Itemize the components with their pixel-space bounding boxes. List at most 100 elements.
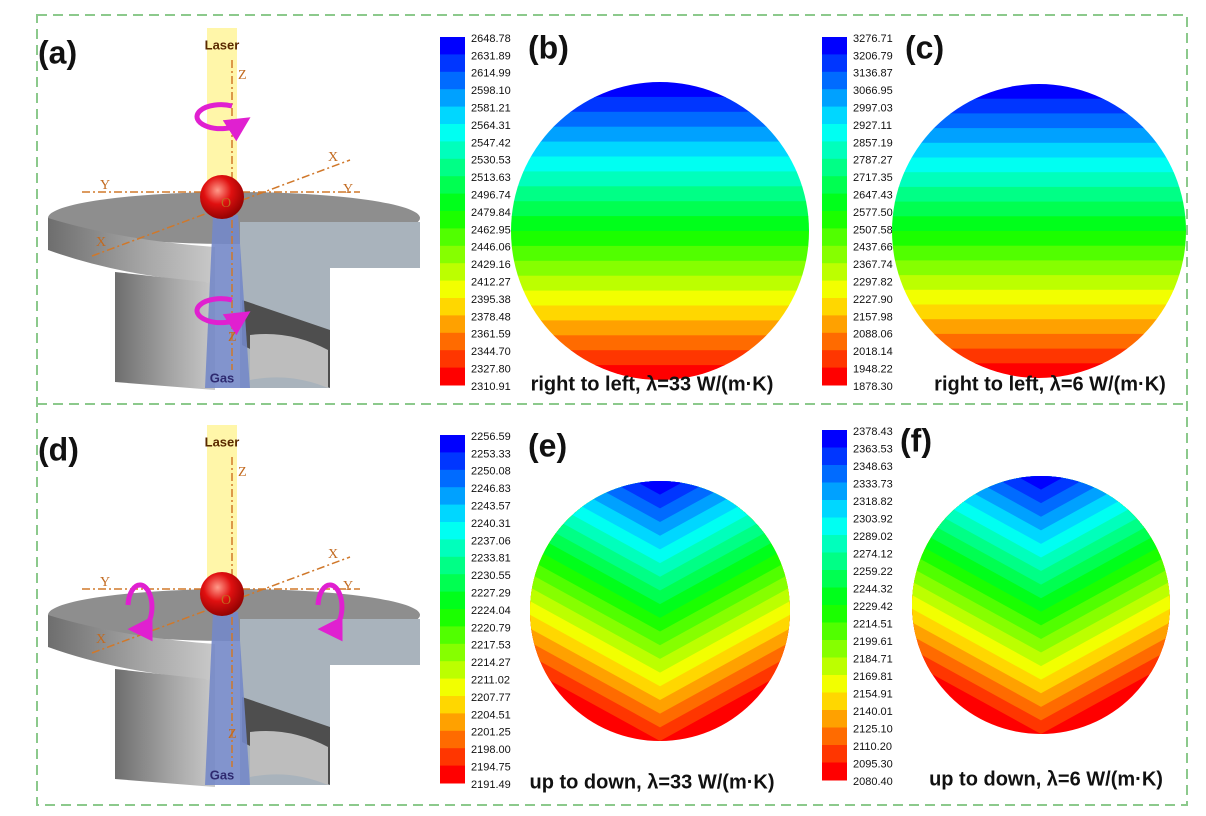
colorbar-band <box>822 535 847 553</box>
colorbar-band <box>822 54 847 73</box>
axis-x <box>91 556 351 654</box>
colorbar-band <box>440 350 465 369</box>
colorbar-label: 2289.02 <box>853 531 893 543</box>
colorbar-band <box>822 298 847 316</box>
colorbar-label: 2227.29 <box>471 588 511 600</box>
colorbar-band <box>822 657 847 676</box>
contour-band <box>892 304 1186 320</box>
panel-label: (d) <box>38 431 79 467</box>
contour-band <box>892 319 1186 335</box>
contour-band <box>511 111 809 128</box>
colorbar-label: 2198.00 <box>471 744 511 756</box>
colorbar-label: 2246.83 <box>471 483 511 495</box>
axis-label: Z <box>238 465 247 480</box>
colorbar-label: 2647.43 <box>853 190 893 202</box>
colorbar-band <box>440 609 465 627</box>
contour-band <box>892 84 1186 100</box>
contour-band <box>511 82 809 98</box>
colorbar-band <box>822 552 847 571</box>
caption: up to down, λ=33 W/(m·K) <box>530 771 775 793</box>
colorbar-band <box>822 71 847 90</box>
colorbar-label: 2530.53 <box>471 155 511 167</box>
model: (a) Laser Gas Z Z X X Y Y O <box>38 28 420 390</box>
colorbar-band <box>822 692 847 711</box>
contour-field <box>892 84 1186 378</box>
colorbar-band <box>822 640 847 658</box>
colorbar-band <box>822 158 847 177</box>
colorbar-band <box>822 482 847 501</box>
colorbar-band <box>440 730 465 749</box>
colorbar-band <box>440 522 465 540</box>
colorbar-label: 2217.53 <box>471 640 511 652</box>
caption: right to left, λ=33 W/(m·K) <box>531 373 774 395</box>
colorbar-band <box>822 465 847 483</box>
colorbar-label: 2157.98 <box>853 311 893 323</box>
colorbar-label: 2204.51 <box>471 709 511 721</box>
colorbar-band <box>440 713 465 732</box>
colorbar-label: 2367.74 <box>853 259 893 271</box>
colorbar-label: 2214.27 <box>471 657 511 669</box>
colorbar-band <box>822 762 847 781</box>
colorbar-band <box>822 89 847 108</box>
colorbar-label: 2507.58 <box>853 224 893 236</box>
colorbar-band <box>822 280 847 299</box>
axis-label: X <box>328 547 338 562</box>
colorbar-label: 3206.79 <box>853 50 893 62</box>
colorbar-band <box>822 710 847 728</box>
colorbar-band <box>440 315 465 334</box>
contour-band <box>511 231 809 247</box>
contour-band <box>511 245 809 262</box>
colorbar-band <box>440 106 465 125</box>
axis-label: Y <box>100 178 110 193</box>
rotation-arrow <box>194 102 251 142</box>
colorbar-band <box>822 124 847 142</box>
colorbar-label: 2253.33 <box>471 448 511 460</box>
rotation-arrow <box>125 582 155 642</box>
colorbar-label: 2243.57 <box>471 501 511 513</box>
axis-label: O <box>221 593 231 608</box>
colorbar-label: 2184.71 <box>853 653 893 665</box>
caption: right to left, λ=6 W/(m·K) <box>934 373 1166 395</box>
colorbar-label: 2564.31 <box>471 120 511 132</box>
colorbar-band <box>822 570 847 588</box>
colorbar-band <box>440 37 465 55</box>
colorbar-label: 2244.32 <box>853 583 893 595</box>
colorbar-label: 2214.51 <box>853 618 893 630</box>
colorbar-band <box>440 245 465 264</box>
colorbar-band <box>440 124 465 142</box>
colorbar-label: 2577.50 <box>853 207 893 219</box>
model: (d) Laser Gas Z Z X X Y Y O <box>38 425 420 787</box>
colorbar-band <box>822 727 847 746</box>
colorbar-band <box>440 643 465 662</box>
colorbar-label: 2927.11 <box>853 120 892 132</box>
contour-band <box>892 245 1186 261</box>
axis-label: Z <box>238 68 247 83</box>
colorbar-band <box>822 211 847 229</box>
droplet <box>200 175 244 219</box>
colorbar-band <box>440 626 465 645</box>
colorbar-band <box>440 89 465 108</box>
contour-band <box>511 141 809 158</box>
contour-band <box>892 201 1186 217</box>
contour-band <box>511 201 809 217</box>
colorbar-band <box>440 591 465 610</box>
colorbar-label: 2110.20 <box>853 741 892 753</box>
colorbar-label: 2333.73 <box>853 478 893 490</box>
colorbar-label: 2787.27 <box>853 155 893 167</box>
panel-label: (e) <box>528 427 567 463</box>
colorbar-label: 2095.30 <box>853 758 893 770</box>
colorbar-band <box>440 539 465 558</box>
contour-band <box>511 156 809 172</box>
cavity-wall <box>250 731 328 785</box>
colorbar-band <box>440 263 465 282</box>
laser-label: Laser <box>205 434 240 449</box>
axis-label: Y <box>100 575 110 590</box>
contour-band <box>892 172 1186 188</box>
colorbar-label: 2717.35 <box>853 172 893 184</box>
colorbar-band <box>440 678 465 697</box>
contour-band <box>511 186 809 202</box>
contour-band <box>892 98 1186 114</box>
colorbar-label: 2191.49 <box>471 779 511 791</box>
panel-label: (b) <box>528 29 569 65</box>
gas-channel <box>205 612 250 785</box>
